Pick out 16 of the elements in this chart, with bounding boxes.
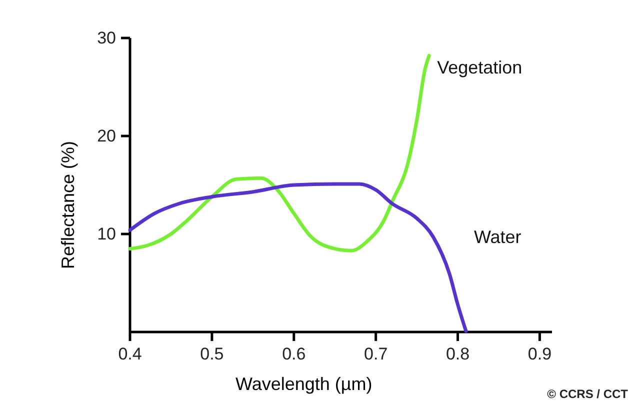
y-tick-label: 20 xyxy=(97,126,116,146)
x-tick-label: 0.5 xyxy=(200,344,224,364)
y-tick-label: 30 xyxy=(97,28,116,48)
series-label: Vegetation xyxy=(437,58,522,78)
y-tick-label: 10 xyxy=(97,224,116,244)
y-axis-title: Reflectance (%) xyxy=(58,140,78,270)
x-tick-label: 0.6 xyxy=(282,344,306,364)
line-series xyxy=(128,182,468,333)
x-axis-title: Wavelength (µm) xyxy=(236,374,372,394)
x-tick-label: 0.9 xyxy=(528,344,552,364)
line-series xyxy=(128,54,431,252)
x-tick-label: 0.8 xyxy=(446,344,470,364)
text: © CCRS / CCT xyxy=(547,387,629,401)
x-tick-label: 0.7 xyxy=(364,344,388,364)
x-tick-label: 0.4 xyxy=(118,344,142,364)
series-label: Water xyxy=(474,226,522,247)
